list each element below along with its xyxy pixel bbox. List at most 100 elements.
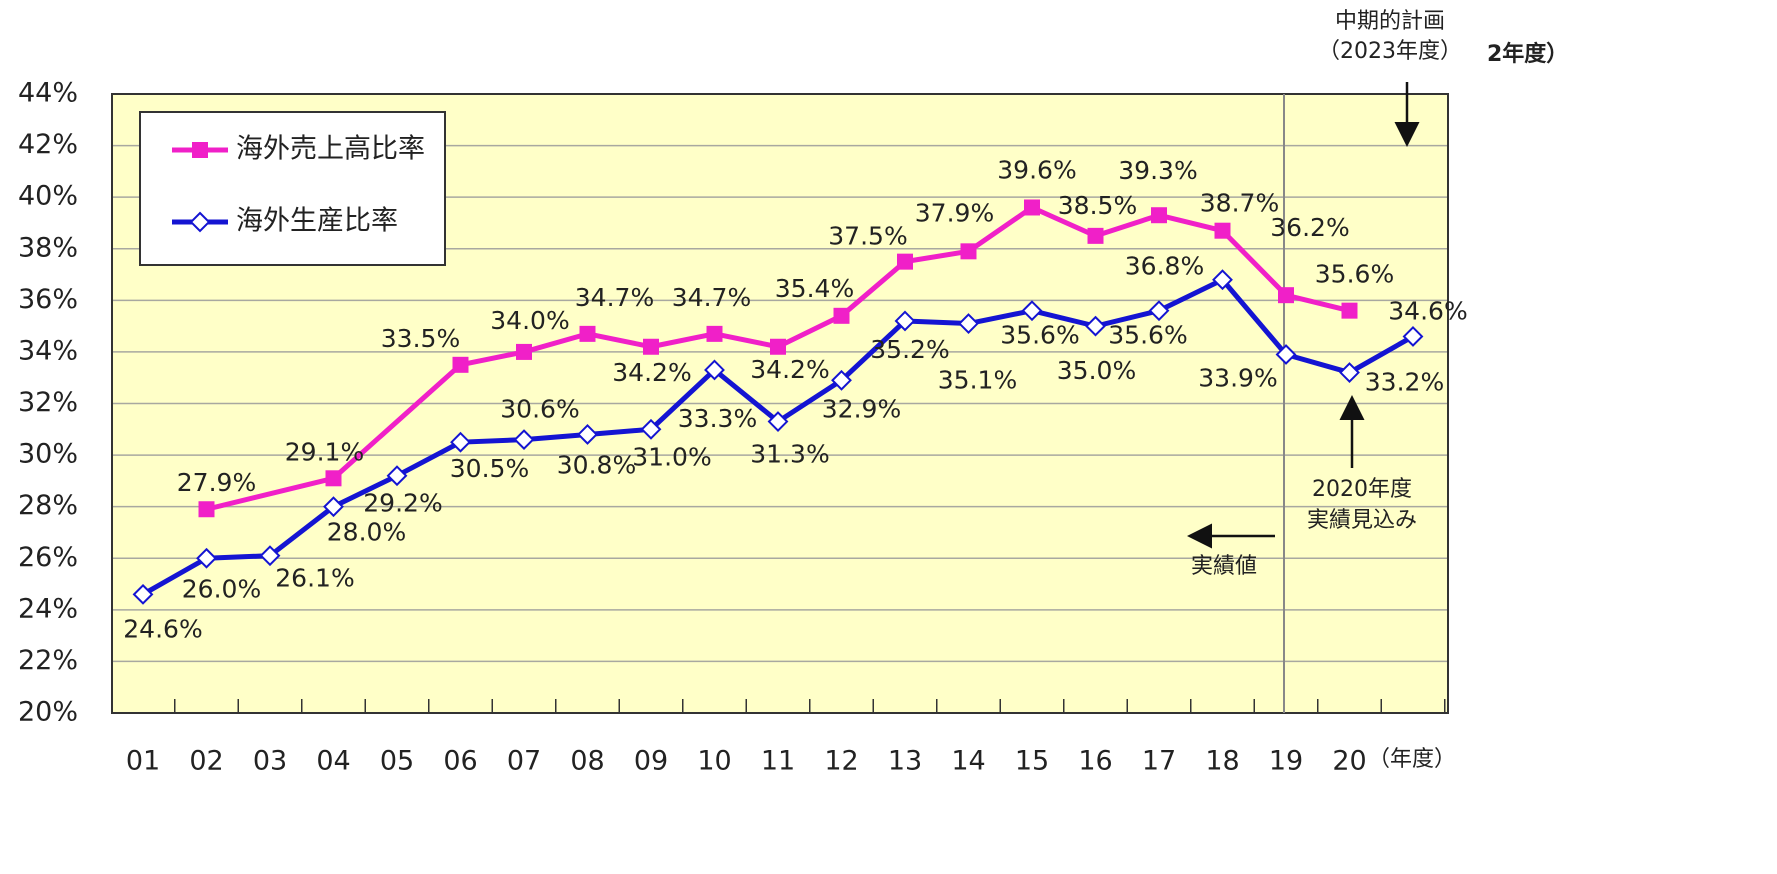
- data-label: 28.0%: [327, 518, 406, 547]
- x-tick-label: 04: [316, 746, 350, 777]
- data-label: 37.5%: [828, 222, 907, 251]
- marker: [704, 359, 725, 381]
- x-tick-label: 01: [126, 746, 160, 777]
- marker: [579, 325, 596, 342]
- data-label: 33.5%: [381, 324, 460, 353]
- marker: [198, 501, 215, 518]
- marker: [1341, 302, 1358, 319]
- y-tick-label: 40%: [18, 181, 78, 212]
- marker: [1021, 300, 1043, 322]
- data-label: 32.9%: [822, 394, 901, 423]
- data-label: 27.9%: [177, 468, 256, 497]
- y-tick-label: 22%: [18, 645, 78, 676]
- marker: [1278, 287, 1294, 304]
- marker: [516, 343, 532, 360]
- marker: [706, 325, 723, 342]
- data-label: 26.1%: [275, 564, 354, 593]
- marker: [259, 545, 281, 567]
- x-tick-label: 08: [570, 746, 604, 777]
- data-label: 34.7%: [672, 283, 751, 312]
- data-label: 33.3%: [678, 404, 757, 433]
- x-tick-label: 11: [761, 746, 795, 777]
- x-tick-label: 18: [1205, 746, 1239, 777]
- marker: [323, 496, 344, 518]
- annotation: 2020年度: [1312, 477, 1412, 502]
- y-tick-label: 42%: [18, 129, 78, 160]
- x-tick-label: 05: [380, 746, 414, 777]
- data-label: 34.2%: [750, 355, 829, 384]
- data-label: 39.6%: [997, 155, 1076, 184]
- x-tick-label: 06: [443, 746, 477, 777]
- marker: [577, 424, 598, 445]
- marker: [960, 243, 977, 260]
- y-tick-label: 38%: [18, 232, 78, 263]
- x-tick-label: 15: [1015, 746, 1049, 777]
- marker: [1214, 222, 1231, 239]
- data-label: 26.0%: [182, 574, 261, 603]
- data-label: 34.2%: [612, 358, 691, 387]
- marker: [767, 411, 789, 432]
- data-label: 34.0%: [490, 306, 569, 335]
- data-label: 36.8%: [1125, 252, 1204, 281]
- data-label: 35.6%: [1108, 321, 1187, 350]
- data-label: 31.3%: [750, 440, 829, 469]
- marker: [1151, 207, 1167, 224]
- x-tick-label: 19: [1269, 746, 1303, 777]
- marker: [643, 338, 659, 355]
- data-label: 30.8%: [557, 450, 636, 479]
- marker: [1402, 326, 1424, 347]
- marker: [132, 583, 154, 605]
- data-label: 35.6%: [1000, 321, 1079, 350]
- data-label: 35.4%: [775, 274, 854, 303]
- data-label: 38.7%: [1200, 189, 1279, 218]
- marker: [325, 470, 342, 487]
- data-label: 33.9%: [1198, 363, 1277, 392]
- marker: [1339, 362, 1360, 383]
- marker: [894, 310, 916, 332]
- data-label: 30.5%: [450, 454, 529, 483]
- x-tick-label: 03: [253, 746, 287, 777]
- annotation: 中期的計画: [1335, 9, 1445, 34]
- y-tick-label: 32%: [18, 387, 78, 418]
- marker: [1212, 269, 1233, 291]
- data-label: 38.5%: [1058, 191, 1137, 220]
- marker: [897, 253, 913, 270]
- legend-marker: [189, 211, 211, 233]
- y-tick-label: 30%: [18, 439, 78, 470]
- data-label: 34.7%: [575, 283, 654, 312]
- y-tick-label: 44%: [18, 78, 78, 109]
- x-tick-label: 10: [697, 746, 731, 777]
- data-label: 24.6%: [123, 614, 202, 643]
- marker: [640, 418, 662, 440]
- marker: [196, 547, 217, 569]
- x-tick-label: 07: [507, 746, 541, 777]
- annotation: 2年度）: [1487, 41, 1568, 67]
- marker: [831, 369, 852, 391]
- marker: [452, 356, 469, 373]
- y-tick-label: 28%: [18, 490, 78, 521]
- legend-marker: [192, 142, 208, 158]
- marker: [513, 429, 535, 451]
- legend-label: 海外売上高比率: [236, 134, 425, 165]
- x-tick-label: 16: [1078, 746, 1112, 777]
- data-label: 35.2%: [870, 335, 949, 364]
- y-tick-label: 36%: [18, 284, 78, 315]
- x-tick-label: 02: [189, 746, 223, 777]
- marker: [450, 431, 471, 453]
- marker: [833, 307, 850, 324]
- annotation: （2023年度）: [1318, 39, 1462, 64]
- marker: [1085, 315, 1106, 337]
- marker: [1087, 227, 1104, 244]
- annotation: 実績見込み: [1307, 508, 1417, 533]
- y-tick-label: 20%: [18, 697, 78, 728]
- plot-border: [111, 93, 1449, 714]
- x-tick-label: 20: [1332, 746, 1366, 777]
- data-label: 36.2%: [1270, 213, 1349, 242]
- x-tick-label: 14: [951, 746, 985, 777]
- marker: [770, 338, 786, 355]
- data-label: 35.1%: [938, 366, 1017, 395]
- x-tick-label: 09: [634, 746, 668, 777]
- y-tick-label: 34%: [18, 335, 78, 366]
- data-label: 39.3%: [1118, 156, 1197, 185]
